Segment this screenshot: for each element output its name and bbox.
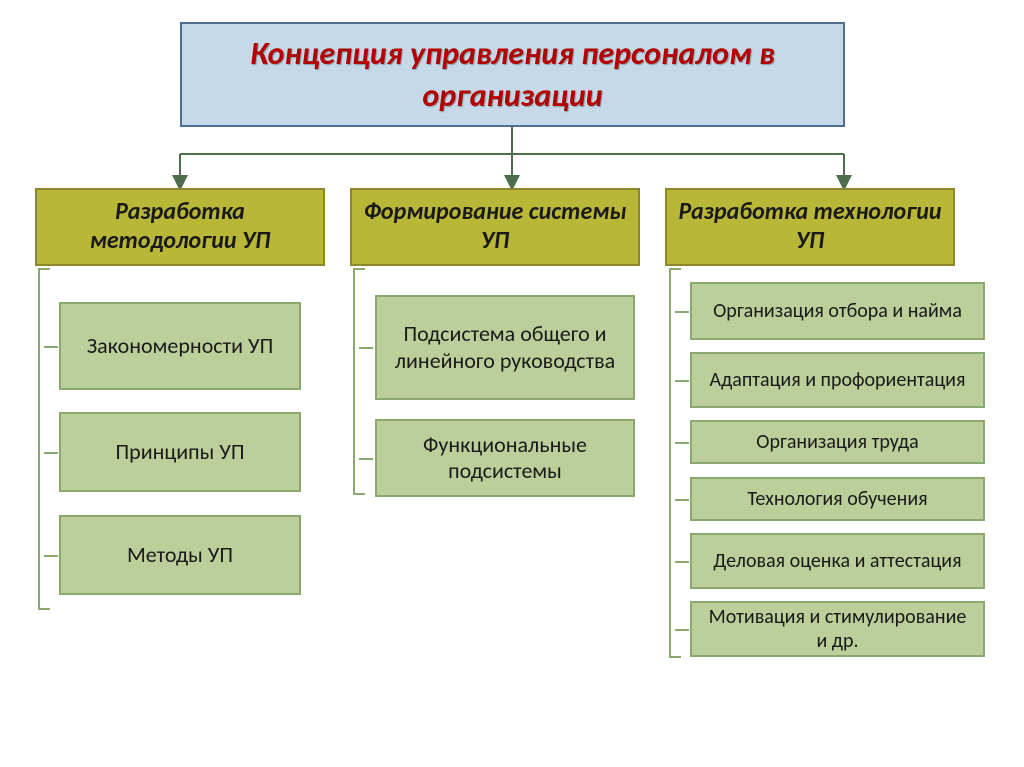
- leaf-training-tech: Технология обучения: [690, 477, 985, 521]
- branch-technology: Разработка технологии УП: [665, 188, 955, 266]
- leaf-motivation: Мотивация и стимулирование и др.: [690, 601, 985, 657]
- branch-methodology: Разработка методологии УП: [35, 188, 325, 266]
- leaf-assessment: Деловая оценка и аттестация: [690, 533, 985, 589]
- leaf-subsystem-general: Подсистема общего и линейного руководств…: [375, 295, 635, 400]
- leaf-adaptation: Адаптация и профориентация: [690, 352, 985, 408]
- leaf-selection: Организация отбора и найма: [690, 282, 985, 340]
- leaf-labor-org: Организация труда: [690, 420, 985, 464]
- bracket-technology: [669, 268, 681, 658]
- leaf-subsystem-functional: Функциональные подсистемы: [375, 419, 635, 497]
- bracket-system: [353, 268, 365, 495]
- diagram-title-box: Концепция управления персоналом в органи…: [180, 22, 845, 127]
- leaf-methods: Методы УП: [59, 515, 301, 595]
- leaf-regularities: Закономерности УП: [59, 302, 301, 390]
- bracket-methodology: [38, 268, 50, 610]
- branch-system: Формирование системы УП: [350, 188, 640, 266]
- diagram-title: Концепция управления персоналом в органи…: [202, 33, 823, 116]
- leaf-principles: Принципы УП: [59, 412, 301, 492]
